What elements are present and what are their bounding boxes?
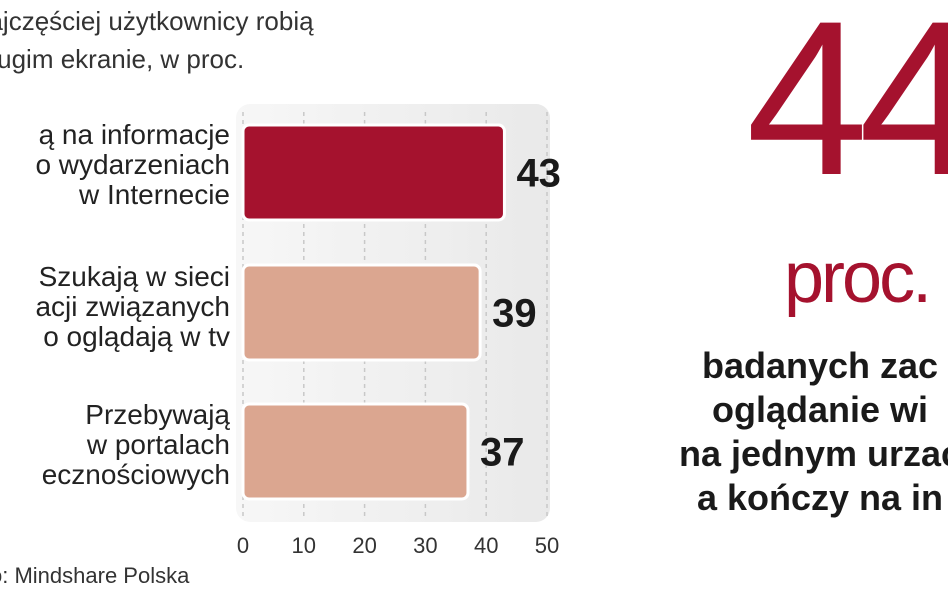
- bar: [241, 263, 482, 362]
- value-label: 37: [480, 431, 524, 475]
- x-tick-label: 50: [535, 533, 559, 558]
- x-tick-label: 0: [237, 533, 249, 558]
- highlight-line-4: a kończy na in: [696, 477, 944, 518]
- highlight-unit: proc.: [784, 238, 932, 318]
- highlight-text: badanych zac oglądanie wi na jednym urza…: [560, 344, 948, 520]
- x-tick-label: 20: [352, 533, 376, 558]
- bar: [241, 402, 470, 501]
- value-labels: 43 39 37: [480, 152, 561, 475]
- bars: [241, 123, 506, 501]
- x-tick-label: 30: [413, 533, 437, 558]
- highlight-line-3: na jednym urzac: [678, 433, 948, 474]
- highlight-number: 44: [746, 0, 948, 221]
- highlight-line-2: oglądanie wi: [711, 389, 929, 430]
- subtitle-line-2: drugim ekranie, w proc.: [0, 44, 245, 74]
- x-tick-labels: 0 10 20 30 40 50: [237, 533, 559, 558]
- value-label: 39: [492, 292, 537, 336]
- source-note: o: Mindshare Polska: [0, 563, 190, 588]
- chart-subtitle: najczęściej użytkownicy robią drugim ekr…: [0, 2, 314, 78]
- x-tick-label: 10: [292, 533, 316, 558]
- highlight-line-1: badanych zac: [701, 345, 939, 386]
- value-label: 43: [516, 152, 561, 196]
- category-label-2: Szukają w sieci acji związanych o ogląda…: [35, 261, 230, 352]
- category-label-3: Przebywają w portalach ecznościowych: [41, 399, 230, 490]
- x-tick-label: 40: [474, 533, 498, 558]
- category-label-1: ą na informacje o wydarzeniach w Interne…: [35, 119, 230, 210]
- bar: [241, 123, 506, 222]
- subtitle-line-1: najczęściej użytkownicy robią: [0, 6, 314, 36]
